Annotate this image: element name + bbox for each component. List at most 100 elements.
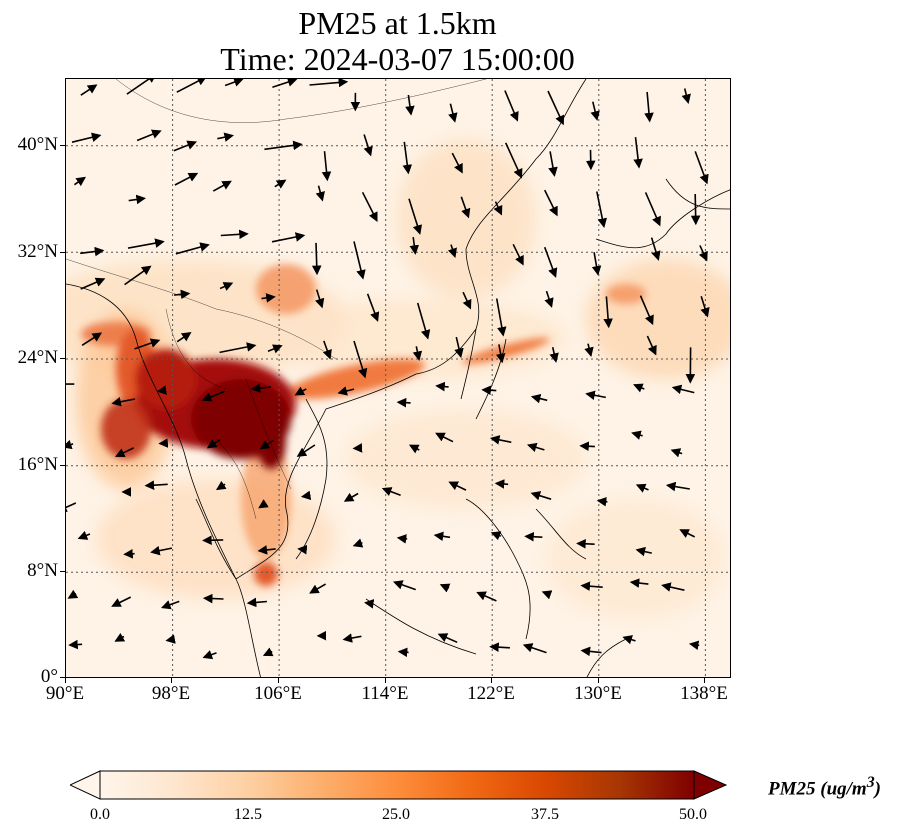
lon-tickmark [385,678,386,683]
wind-arrow [144,480,168,490]
borders [66,79,487,520]
wind-arrow [596,496,608,507]
wind-arrow [364,599,375,609]
wind-arrow [246,597,267,608]
wind-arrow [688,640,700,651]
wind-arrow [309,583,326,594]
lon-tick-label: 90°E [45,683,85,704]
wind-arrow [315,185,325,202]
lon-tickmark [491,678,492,683]
wind-arrow [396,534,408,544]
lon-tickmark [171,678,172,683]
wind-arrow [71,132,102,143]
wind-arrow [81,332,103,346]
wind-arrow [212,180,232,192]
wind-arrow [580,646,602,657]
wind-arrow [337,386,355,396]
lat-tick-label: 40°N [17,134,58,155]
wind-arrow [644,192,661,227]
wind-arrow [629,578,649,588]
wind-arrow [297,544,308,555]
lat-tickmark [60,465,65,466]
wind-arrow [264,140,303,151]
wind-arrow [690,193,701,226]
wind-arrow [156,385,167,395]
wind-arrow [257,545,276,555]
wind-arrow [124,265,152,286]
wind-arrow [66,502,77,512]
wind-arrow [504,142,523,179]
wind-arrow [322,340,332,360]
wind-arrow [650,237,661,261]
wind-arrow [493,201,503,216]
wind-arrow [543,189,558,217]
wind-arrow [665,481,690,492]
wind-arrow [530,491,552,501]
wind-arrow [267,344,283,354]
wind-arrow [272,79,298,88]
map-subtitle-time: Time: 2024-03-07 15:00:00 [220,41,575,77]
wind-arrow [460,196,471,219]
map-title: PM25 at 1.5km [298,5,497,41]
wind-arrow [489,642,510,652]
wind-arrow [396,397,411,408]
wind-arrow [544,290,554,308]
lat-tickmark [60,571,65,572]
wind-arrow [462,291,472,310]
colorbar-tick-label: 25.0 [382,806,410,823]
lon-tickmark [598,678,599,683]
wind-arrow [80,84,98,96]
wind-arrow [311,242,322,276]
wind-arrow [126,79,157,95]
lon-tickmark [278,678,279,683]
wind-arrow [224,79,244,87]
wind-arrow [173,140,197,152]
wind-arrow [321,151,332,182]
lat-tick-label: 16°N [17,454,58,475]
colorbar [70,770,728,800]
wind-arrow [579,441,595,452]
wind-arrow [524,531,543,542]
wind-arrow [202,593,224,604]
wind-arrow [219,342,257,354]
wind-arrow [437,633,458,644]
wind-arrow [259,439,274,450]
wind-arrow [547,90,565,126]
colorbar-tick-label: 12.5 [234,806,262,823]
wind-arrow [490,531,502,541]
wind-arrow [644,91,654,123]
lon-tickmark [65,678,66,683]
wind-arrow [603,296,613,329]
colorbar-title: PM25 (ug/m3) [768,774,881,800]
pm25-field-high [101,349,296,469]
wind-arrow [549,347,559,363]
wind-arrow [495,298,507,337]
wind-arrow [217,132,234,142]
wind-arrow [294,386,307,396]
wind-vector-field [66,79,710,660]
wind-arrow [635,546,652,557]
lat-tick-label: 24°N [17,347,58,368]
wind-arrow [136,129,162,142]
wind-arrow [698,245,708,262]
wind-arrow [633,383,645,393]
wind-arrow [66,439,74,450]
wind-arrow [176,79,207,93]
wind-arrow [670,448,683,458]
wind-arrow [646,335,657,356]
wind-arrow [700,295,710,318]
wind-arrow [397,647,409,658]
wind-arrow [366,293,380,322]
wind-arrow [405,94,415,116]
wind-arrow [408,444,420,454]
wind-arrow [633,137,643,169]
wind-arrow [258,499,269,509]
wind-arrow [80,246,105,257]
map-panel[interactable] [65,78,731,678]
wind-arrow [661,582,685,592]
wind-arrow [584,343,594,358]
lat-tickmark [60,677,65,678]
wind-arrow [201,390,225,402]
wind-arrow [67,589,79,599]
lat-tickmark [60,145,65,146]
